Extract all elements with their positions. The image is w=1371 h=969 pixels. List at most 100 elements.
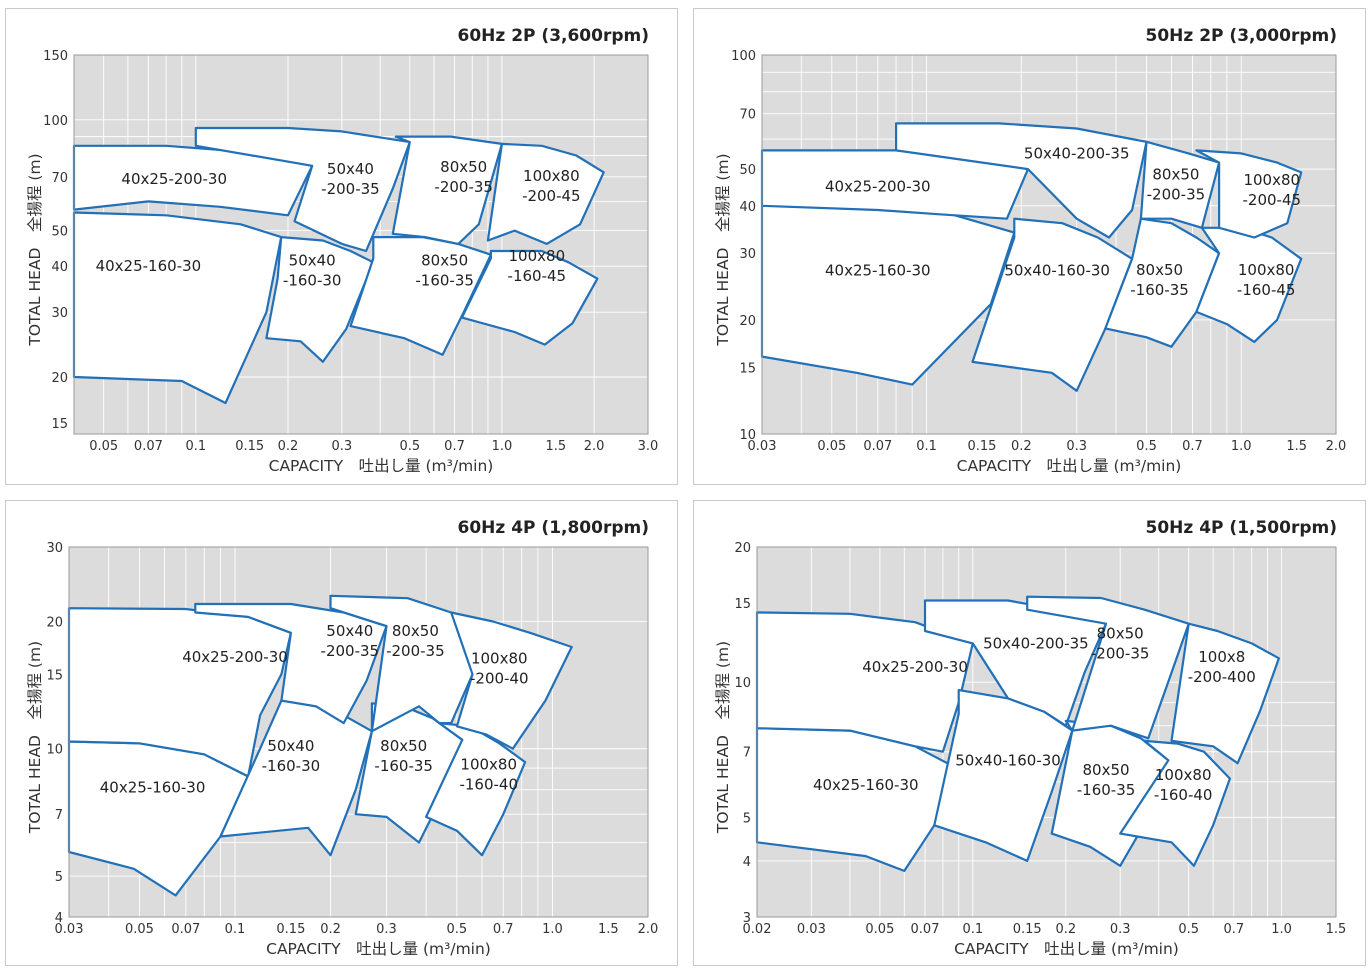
x-tick-label: 0.3 xyxy=(1066,439,1087,454)
region-label: 50x40 xyxy=(289,251,336,269)
chart-title: 50Hz 4P (1,500rpm) xyxy=(1146,518,1337,538)
chart-panel-60hz-4p: 40x25-160-30 40x25-200-30 50x40 -160-30 50x4… xyxy=(5,500,678,966)
pump-region-100x80-160-40 xyxy=(1119,739,1231,867)
x-tick-label: 2.0 xyxy=(638,922,659,937)
x-tick-label: 0.3 xyxy=(332,439,353,454)
chart-60hz-4p: 40x25-160-30 40x25-200-30 50x40 -160-30 50x4… xyxy=(26,518,659,958)
region-label: 50x40-160-30 xyxy=(1004,262,1110,280)
y-tick-label: 40 xyxy=(739,200,756,215)
y-axis-label: TOTAL HEAD 全揚程 (m) xyxy=(26,641,44,834)
x-tick-label: 0.07 xyxy=(863,439,892,454)
region-label: 100x80 xyxy=(1243,171,1300,189)
region-label: 100x80 xyxy=(523,167,580,185)
region-label: 80x50 xyxy=(392,622,439,640)
x-axis-label: CAPACITY 吐出し量 (m³/min) xyxy=(954,940,1179,958)
y-tick-label: 5 xyxy=(55,870,63,885)
region-label: 40x25-200-30 xyxy=(182,648,288,666)
x-tick-label: 0.7 xyxy=(444,439,465,454)
x-tick-label: 0.1 xyxy=(962,922,983,937)
region-label: 100x8 xyxy=(1198,648,1245,666)
region-label: 40x25-160-30 xyxy=(825,262,931,280)
chart-title: 60Hz 4P (1,800rpm) xyxy=(458,518,649,538)
x-tick-label: 0.03 xyxy=(55,922,84,937)
region-label: -160-40 xyxy=(1154,786,1213,804)
x-axis-label: CAPACITY 吐出し量 (m³/min) xyxy=(266,940,491,958)
pump-region-40x25-200-30 xyxy=(755,611,974,753)
x-tick-label: 0.02 xyxy=(743,922,772,937)
x-tick-label: 0.5 xyxy=(399,439,420,454)
x-tick-label: 0.5 xyxy=(447,922,468,937)
region-label: -200-40 xyxy=(470,669,529,687)
x-tick-label: 0.15 xyxy=(276,922,305,937)
x-tick-label: 0.2 xyxy=(1011,439,1032,454)
x-tick-label: 1.0 xyxy=(492,439,513,454)
region-label: -160-30 xyxy=(262,757,321,775)
pump-region-100x80-200-40 xyxy=(450,611,573,750)
region-label: -160-35 xyxy=(1130,281,1189,299)
y-tick-label: 40 xyxy=(51,260,68,275)
x-tick-label: 0.3 xyxy=(376,922,397,937)
region-label: -160-35 xyxy=(415,271,474,289)
region-label: 100x80 xyxy=(471,649,528,667)
region-label: -200-35 xyxy=(386,642,445,660)
y-tick-label: 4 xyxy=(743,855,751,870)
plot-border xyxy=(73,54,649,435)
pump-region-100x80-200-45 xyxy=(1195,149,1303,239)
x-tick-label: 1.5 xyxy=(598,922,619,937)
y-tick-label: 50 xyxy=(739,163,756,178)
chart-panel-50hz-4p: 40x25-160-30 40x25-200-30 50x40-160-30 50x4… xyxy=(693,500,1366,966)
plot-border xyxy=(68,546,649,918)
x-tick-label: 1.5 xyxy=(1326,922,1347,937)
chart-title: 50Hz 2P (3,000rpm) xyxy=(1146,26,1337,46)
region-label: -160-35 xyxy=(1077,781,1136,799)
y-tick-label: 15 xyxy=(51,417,68,432)
x-tick-label: 0.03 xyxy=(797,922,826,937)
region-label: -200-35 xyxy=(321,180,380,198)
x-tick-label: 2.0 xyxy=(584,439,605,454)
x-tick-label: 0.1 xyxy=(185,439,206,454)
x-tick-label: 0.1 xyxy=(225,922,246,937)
x-tick-label: 0.05 xyxy=(125,922,154,937)
pump-region-50x40-160-30 xyxy=(971,217,1134,392)
pump-region-100x8-200-400 xyxy=(1170,622,1280,765)
pump-region-50x40-200-35 xyxy=(194,602,388,725)
x-axis-label: CAPACITY 吐出し量 (m³/min) xyxy=(269,457,494,475)
y-axis-label: TOTAL HEAD 全揚程 (m) xyxy=(714,641,732,834)
x-tick-label: 0.03 xyxy=(748,439,777,454)
chart-50hz-4p: 40x25-160-30 40x25-200-30 50x40-160-30 50x4… xyxy=(714,518,1347,958)
x-tick-label: 0.05 xyxy=(817,439,846,454)
x-tick-label: 0.2 xyxy=(320,922,341,937)
y-tick-label: 5 xyxy=(743,811,751,826)
y-tick-label: 30 xyxy=(739,247,756,262)
y-tick-label: 70 xyxy=(51,171,68,186)
region-label: -160-30 xyxy=(283,271,342,289)
region-label: 50x40 xyxy=(267,737,314,755)
x-tick-label: 0.3 xyxy=(1110,922,1131,937)
x-tick-label: 1.0 xyxy=(1271,922,1292,937)
region-label: 40x25-200-30 xyxy=(121,170,227,188)
region-label: -200-35 xyxy=(321,642,380,660)
chart-60hz-2p: 40x25-160-30 40x25-200-30 50x40 -160-30 50x4… xyxy=(26,26,659,475)
chart-panel-50hz-2p: 40x25-160-30 40x25-200-30 50x40-160-30 50x4… xyxy=(693,8,1366,485)
region-label: 80x50 xyxy=(1152,166,1199,184)
y-tick-label: 150 xyxy=(43,49,68,64)
chart-title: 60Hz 2P (3,600rpm) xyxy=(458,26,649,46)
x-tick-label: 3.0 xyxy=(638,439,659,454)
y-tick-label: 100 xyxy=(731,49,756,64)
x-tick-label: 0.1 xyxy=(916,439,937,454)
y-tick-label: 70 xyxy=(739,108,756,123)
y-tick-label: 20 xyxy=(734,541,751,556)
x-tick-label: 0.5 xyxy=(1178,922,1199,937)
region-label: -200-35 xyxy=(1147,186,1206,204)
region-label: 80x50 xyxy=(1083,761,1130,779)
region-label: 80x50 xyxy=(421,251,468,269)
y-tick-label: 50 xyxy=(51,225,68,240)
chart-50hz-2p: 40x25-160-30 40x25-200-30 50x40-160-30 50x4… xyxy=(714,26,1346,475)
y-tick-label: 30 xyxy=(46,541,63,556)
x-tick-label: 0.15 xyxy=(1013,922,1042,937)
region-label: 100x80 xyxy=(509,247,566,265)
x-tick-label: 0.15 xyxy=(967,439,996,454)
y-tick-label: 10 xyxy=(734,676,751,691)
region-label: 80x50 xyxy=(440,158,487,176)
pump-region-80x50-200-35 xyxy=(391,135,503,245)
